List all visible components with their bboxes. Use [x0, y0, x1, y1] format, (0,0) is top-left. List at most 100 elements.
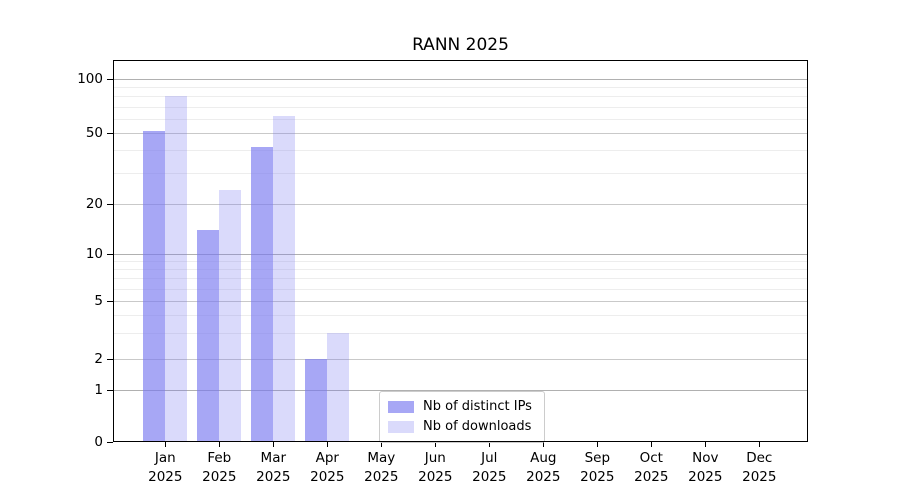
plot-area: 0 1 2 5 10 20 50 100 Jan 2025 Feb 2025 Mar 2025 Apr 20… — [77, 60, 808, 485]
y-tick-mark — [107, 78, 113, 80]
x-tick-label-month: Jul — [481, 450, 498, 466]
x-tick-label: Jun 2025 — [405, 449, 465, 487]
x-tick-label-year: 2025 — [418, 469, 453, 485]
x-tick-label-month: Jan — [154, 450, 176, 466]
x-tick-label: Sep 2025 — [567, 449, 627, 487]
x-tick-label-year: 2025 — [148, 469, 183, 485]
major-gridline — [113, 390, 808, 391]
y-tick-label: 0 — [94, 433, 103, 450]
x-tick-label-month: Apr — [315, 450, 339, 466]
bar-distinct-ips — [143, 131, 166, 442]
legend-label-distinct-ips: Nb of distinct IPs — [423, 399, 532, 414]
y-tick-mark — [107, 203, 113, 205]
x-tick-mark — [596, 442, 598, 447]
major-gridline — [113, 254, 808, 255]
minor-gridline — [113, 96, 808, 98]
y-tick-mark — [107, 358, 113, 360]
x-tick-label-year: 2025 — [688, 469, 723, 485]
x-tick-label: Mar 2025 — [243, 449, 303, 487]
y-tick-label: 10 — [85, 245, 103, 262]
x-tick-mark — [650, 442, 652, 447]
y-tick-mark — [107, 253, 113, 255]
x-tick-label: Apr 2025 — [297, 449, 357, 487]
legend-label-downloads: Nb of downloads — [423, 419, 532, 434]
legend: Nb of distinct IPs Nb of downloads — [379, 391, 545, 443]
x-tick-label: May 2025 — [351, 449, 411, 487]
x-tick-mark — [434, 442, 436, 447]
y-tick-label: 2 — [94, 350, 103, 367]
minor-gridline — [113, 172, 808, 174]
x-tick-label: Nov 2025 — [675, 449, 735, 487]
minor-gridline — [113, 106, 808, 108]
gridline — [113, 301, 808, 302]
x-tick-mark — [704, 442, 706, 447]
x-tick-label-month: Oct — [639, 450, 663, 466]
legend-item-downloads: Nb of downloads — [388, 417, 536, 437]
x-tick-label-month: Feb — [207, 450, 232, 466]
y-tick-mark — [107, 389, 113, 391]
x-tick-mark — [272, 442, 274, 447]
x-tick-label-year: 2025 — [526, 469, 561, 485]
minor-gridline — [113, 288, 808, 290]
x-tick-label-month: Nov — [692, 450, 719, 466]
x-tick-label-month: Dec — [746, 450, 773, 466]
x-tick-mark — [758, 442, 760, 447]
x-tick-mark — [326, 442, 328, 447]
x-tick-label-month: May — [367, 450, 396, 466]
x-tick-label-year: 2025 — [310, 469, 345, 485]
minor-gridline — [113, 269, 808, 271]
x-tick-mark — [488, 442, 490, 447]
x-tick-label-year: 2025 — [256, 469, 291, 485]
y-tick-label: 5 — [94, 292, 103, 309]
legend-swatch-distinct-ips — [388, 401, 414, 413]
y-tick-label: 50 — [85, 124, 103, 141]
x-tick-mark — [164, 442, 166, 447]
gridline — [113, 359, 808, 360]
x-tick-label-year: 2025 — [364, 469, 399, 485]
y-tick-label: 1 — [94, 381, 103, 398]
y-tick-mark — [107, 300, 113, 302]
x-tick-label: Jul 2025 — [459, 449, 519, 487]
minor-gridline — [113, 87, 808, 89]
bar-downloads — [165, 96, 188, 442]
x-tick-label-month: Sep — [584, 450, 611, 466]
bar-downloads — [273, 116, 296, 442]
x-tick-label: Dec 2025 — [729, 449, 789, 487]
x-tick-label-year: 2025 — [634, 469, 669, 485]
x-tick-label-year: 2025 — [202, 469, 237, 485]
gridline — [113, 133, 808, 134]
y-tick-label: 20 — [85, 195, 103, 212]
y-tick-mark — [107, 132, 113, 134]
minor-gridline — [113, 118, 808, 120]
x-tick-mark — [542, 442, 544, 447]
legend-item-distinct-ips: Nb of distinct IPs — [388, 397, 536, 417]
gridline — [113, 204, 808, 205]
bar-distinct-ips — [305, 359, 328, 442]
x-tick-mark — [218, 442, 220, 447]
x-tick-mark — [380, 442, 382, 447]
major-gridline — [113, 79, 808, 80]
bar-downloads — [219, 189, 242, 442]
legend-swatch-downloads — [388, 421, 414, 433]
bar-distinct-ips — [197, 229, 220, 442]
x-tick-label-year: 2025 — [580, 469, 615, 485]
minor-gridline — [113, 278, 808, 280]
bar-distinct-ips — [251, 146, 274, 442]
y-tick-label: 100 — [77, 70, 103, 87]
minor-gridline — [113, 315, 808, 317]
y-tick-mark — [107, 441, 113, 443]
x-tick-label-year: 2025 — [742, 469, 777, 485]
x-tick-label-month: Aug — [530, 450, 557, 466]
x-tick-label: Jan 2025 — [135, 449, 195, 487]
x-tick-label: Oct 2025 — [621, 449, 681, 487]
minor-gridline — [113, 261, 808, 263]
chart-title: RANN 2025 — [412, 35, 509, 55]
bar-downloads — [327, 333, 350, 442]
minor-gridline — [113, 150, 808, 152]
x-tick-label-year: 2025 — [472, 469, 507, 485]
x-tick-label: Aug 2025 — [513, 449, 573, 487]
x-tick-label-month: Jun — [424, 450, 446, 466]
minor-gridline — [113, 333, 808, 335]
x-tick-label: Feb 2025 — [189, 449, 249, 487]
